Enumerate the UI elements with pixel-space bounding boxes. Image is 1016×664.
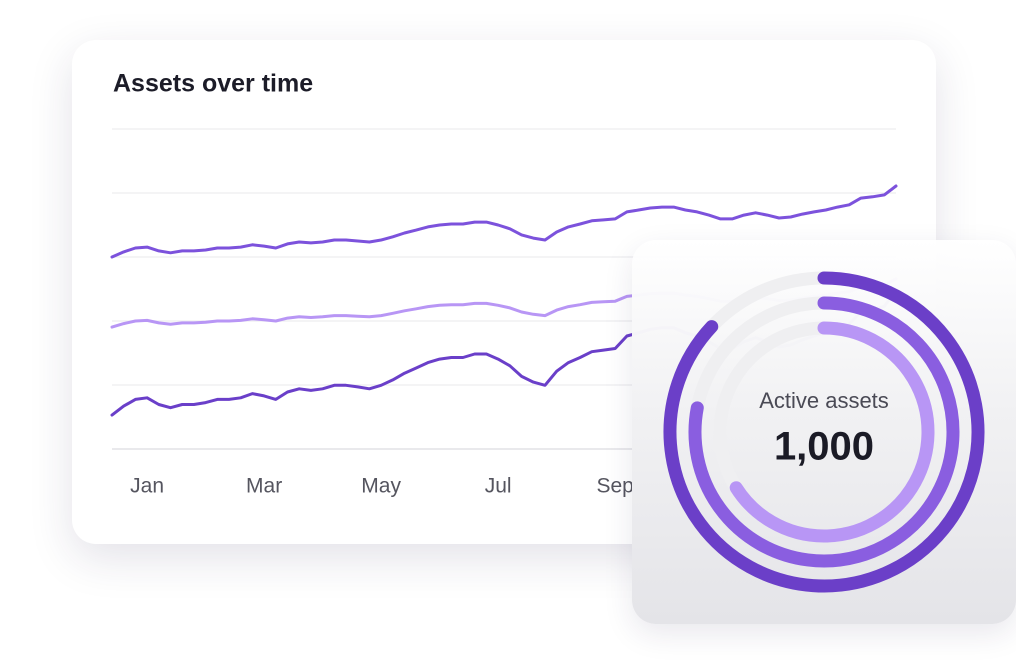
chart-title: Assets over time [113,70,313,98]
x-tick-label: Sep [596,475,633,498]
series-line [110,184,898,259]
ring-arc [688,296,960,568]
x-tick-label: Jan [130,475,164,498]
ring-arc [729,321,935,543]
x-tick-label: Mar [246,475,282,498]
x-tick-label: Jul [485,475,512,498]
center-label: Active assets [759,388,889,413]
center-value: 1,000 [774,425,874,469]
x-tick-label: May [361,475,401,498]
ring-arc [663,271,985,593]
